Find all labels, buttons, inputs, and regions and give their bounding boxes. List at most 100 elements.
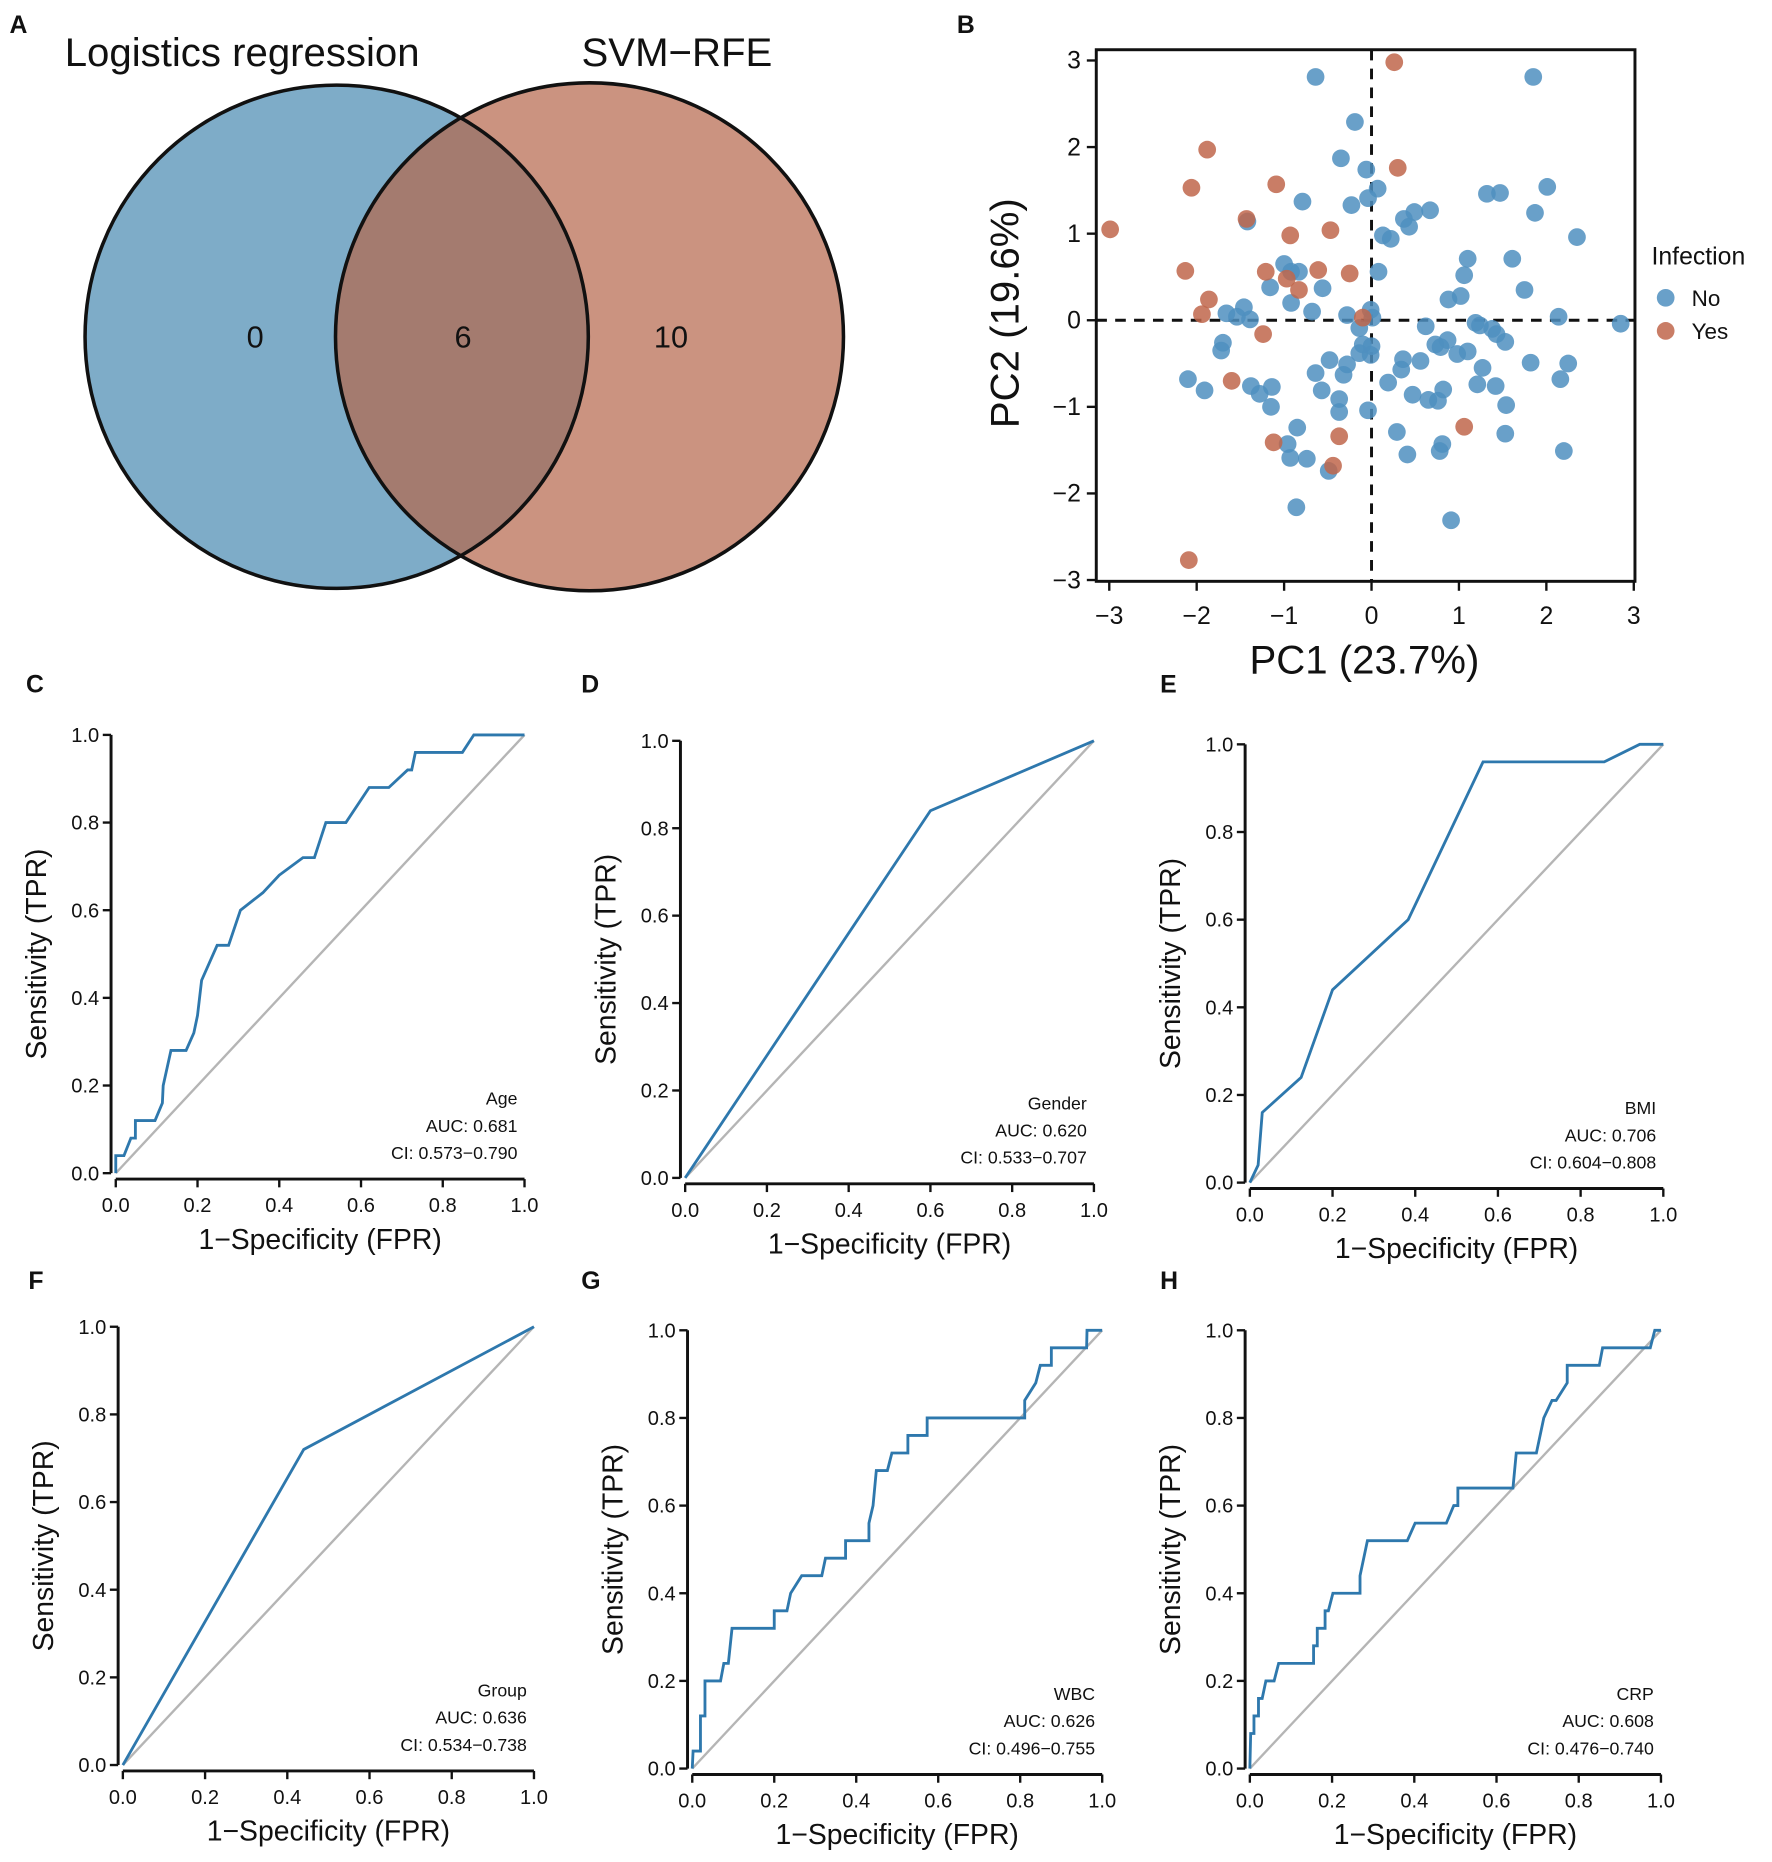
annotation-variable: WBC xyxy=(1054,1684,1096,1704)
x-tick-label: 0.4 xyxy=(842,1791,870,1813)
point-no xyxy=(1486,377,1505,395)
annotation-ci: CI: 0.533−0.707 xyxy=(960,1148,1086,1168)
point-no xyxy=(1312,381,1331,400)
x-axis-title: 1−Specificity (FPR) xyxy=(207,1816,450,1848)
x-tick-label: 0.8 xyxy=(998,1200,1026,1222)
point-no xyxy=(1293,192,1312,211)
point-no xyxy=(1438,331,1457,350)
panel-label-f: F xyxy=(28,1268,43,1295)
point-yes xyxy=(1281,226,1300,245)
point-no xyxy=(1398,445,1417,464)
x-tick-label: −2 xyxy=(1183,603,1211,630)
point-no xyxy=(1338,306,1356,324)
y-tick-label: 0.0 xyxy=(641,1168,669,1190)
point-no xyxy=(1334,365,1353,384)
panel-label-h: H xyxy=(1160,1268,1178,1295)
point-yes xyxy=(1353,308,1372,327)
point-yes xyxy=(1321,221,1340,240)
x-tick-label: 2 xyxy=(1539,603,1553,630)
panel-label-g: G xyxy=(581,1268,600,1295)
roc-chart-crp: H 0.0 0.2 0.4 0.6 0.8 1.0 0.0 0.2 0.4 0.6 0.8 1.0 1−S… xyxy=(1155,1268,1675,1851)
point-no xyxy=(1381,229,1400,248)
point-no xyxy=(1455,266,1474,285)
point-yes xyxy=(1179,551,1198,569)
y-tick-label: −3 xyxy=(1053,567,1081,594)
legend-swatch-no xyxy=(1656,288,1675,307)
y-tick-label: 0.8 xyxy=(648,1408,676,1430)
x-tick-label: 0.6 xyxy=(1484,1205,1512,1227)
x-tick-label: 3 xyxy=(1627,603,1641,630)
point-yes xyxy=(1176,262,1195,280)
x-tick-label: 0.4 xyxy=(265,1195,293,1217)
annotation-variable: Age xyxy=(486,1089,518,1109)
pca-scatter-chart: B −3 −2 −1 0 1 2 3 −3 −2 −1 0 1 2 3 PC1 (23.7%) PC2 (19.… xyxy=(957,12,1745,682)
x-axis-title: 1−Specificity (FPR) xyxy=(768,1229,1011,1261)
x-tick-label: 0.2 xyxy=(753,1200,781,1222)
point-no xyxy=(1179,370,1197,388)
roc-curve xyxy=(114,733,525,1174)
y-tick-label: 1.0 xyxy=(1205,734,1233,756)
panel-label-c: C xyxy=(26,671,44,698)
point-no xyxy=(1359,189,1377,208)
point-no xyxy=(1287,498,1306,517)
x-tick-label: 1.0 xyxy=(520,1787,548,1809)
x-axis-title: 1−Specificity (FPR) xyxy=(1334,1819,1577,1851)
point-no xyxy=(1342,196,1361,214)
point-no xyxy=(1403,385,1422,404)
y-tick-label: 0.2 xyxy=(71,1076,99,1098)
x-tick-label: 0.8 xyxy=(1567,1205,1595,1227)
x-tick-label: 0.2 xyxy=(1318,1791,1346,1813)
y-tick-label: 0.8 xyxy=(78,1404,106,1426)
y-tick-label: 0.2 xyxy=(641,1081,669,1103)
roc-chart-bmi: E 0.0 0.2 0.4 0.6 0.8 1.0 0.0 0.2 0.4 0.6 0.8 1.0 1−S… xyxy=(1155,671,1677,1265)
y-tick-label: 1.0 xyxy=(648,1320,676,1342)
x-tick-label: 1.0 xyxy=(1088,1791,1116,1813)
x-tick-label: 1 xyxy=(1452,603,1466,630)
point-no xyxy=(1554,442,1573,460)
y-tick-label: 0.4 xyxy=(1205,1583,1233,1605)
x-axis-title: 1−Specificity (FPR) xyxy=(776,1819,1019,1851)
point-yes xyxy=(1254,325,1272,343)
x-tick-label: −3 xyxy=(1095,603,1123,630)
y-tick-label: 0.0 xyxy=(648,1759,676,1781)
point-no xyxy=(1416,317,1435,336)
point-yes xyxy=(1340,264,1359,283)
y-tick-label: 0.6 xyxy=(641,906,669,928)
point-no xyxy=(1281,449,1300,467)
y-tick-label: 0.6 xyxy=(1205,910,1233,932)
y-tick-label: 0.0 xyxy=(1205,1173,1233,1195)
annotation-ci: CI: 0.573−0.790 xyxy=(391,1143,518,1163)
point-yes xyxy=(1330,427,1349,446)
y-tick-label: 0.2 xyxy=(648,1671,676,1693)
point-yes xyxy=(1309,261,1328,279)
y-tick-label: 0.0 xyxy=(78,1755,106,1777)
point-no xyxy=(1330,403,1349,421)
x-tick-label: 0.0 xyxy=(671,1200,699,1222)
roc-chart-group: F 0.0 0.2 0.4 0.6 0.8 1.0 0.0 0.2 0.4 0.6 0.8 1.0 1−S… xyxy=(28,1268,548,1848)
x-tick-label: 0.8 xyxy=(438,1787,466,1809)
diagonal-reference-line xyxy=(1248,1329,1662,1770)
point-no xyxy=(1458,342,1477,361)
point-no xyxy=(1313,279,1332,298)
x-tick-label: 0 xyxy=(1365,603,1379,630)
venn-outline-right xyxy=(333,81,846,593)
x-tick-label: 1.0 xyxy=(1649,1205,1677,1227)
x-tick-label: 0.6 xyxy=(347,1195,375,1217)
plot-frame xyxy=(1094,48,1637,583)
diagonal-reference-line xyxy=(121,1325,535,1766)
point-yes xyxy=(1193,305,1211,324)
panel-label-d: D xyxy=(581,671,599,698)
y-tick-label: 1.0 xyxy=(78,1317,106,1339)
point-yes xyxy=(1385,53,1404,72)
y-tick-label: 0.6 xyxy=(71,900,99,922)
y-tick-label: 0.0 xyxy=(71,1163,99,1185)
x-tick-label: 0.8 xyxy=(429,1195,457,1217)
annotation-ci: CI: 0.534−0.738 xyxy=(400,1735,527,1755)
y-tick-label: 0 xyxy=(1067,308,1081,335)
point-no xyxy=(1303,302,1321,321)
point-no xyxy=(1262,397,1280,416)
x-tick-label: 1.0 xyxy=(1080,1200,1108,1222)
roc-chart-wbc: G 0.0 0.2 0.4 0.6 0.8 1.0 0.0 0.2 0.4 0.6 0.8 1.0 1−S… xyxy=(581,1268,1116,1851)
venn-overlap xyxy=(335,85,589,589)
